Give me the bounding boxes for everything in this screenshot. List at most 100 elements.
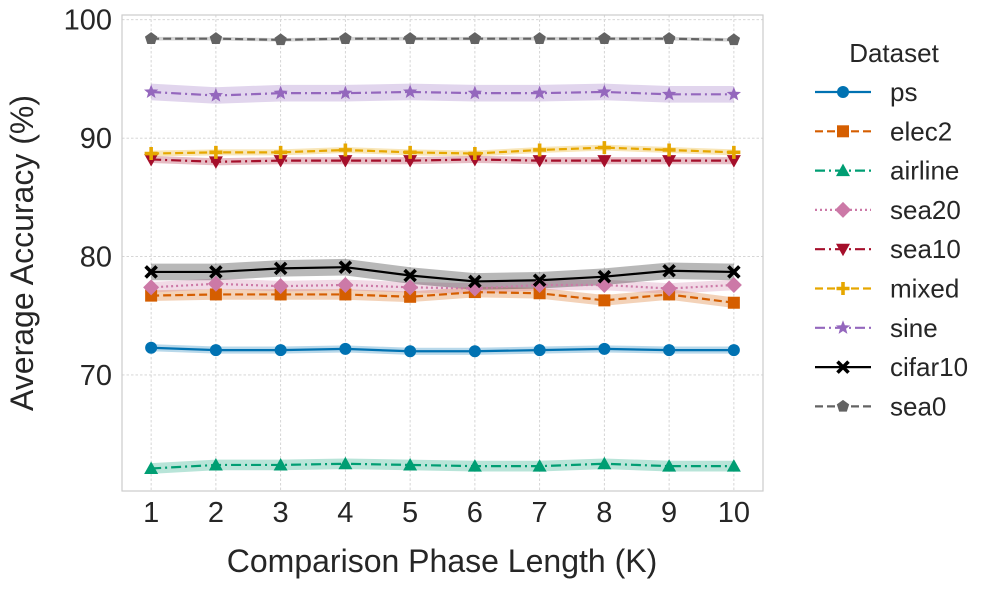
legend-marker-airline	[836, 163, 850, 177]
point-cifar10	[209, 265, 223, 279]
point-elec2	[274, 288, 287, 301]
series-line-ps	[151, 346, 734, 353]
point-cifar10	[662, 263, 676, 278]
point-sea10	[597, 155, 612, 168]
point-elec2	[533, 287, 546, 300]
point-airline	[662, 459, 677, 472]
point-sine	[144, 84, 159, 99]
confidence-bands	[151, 36, 734, 474]
legend-marker-elec2	[837, 125, 849, 138]
series-line-airline	[151, 462, 734, 470]
legend-entries: ps elec2 airline sea20 sea10 mixed sine cifar10…	[815, 77, 968, 421]
grid	[122, 15, 763, 491]
point-cifar10	[144, 265, 158, 279]
point-sea20	[207, 275, 224, 292]
point-sea0	[403, 32, 417, 44]
point-elec2	[727, 296, 740, 309]
point-sea0	[468, 32, 482, 44]
legend-label-ps: ps	[890, 77, 917, 107]
band-cifar10	[151, 258, 734, 290]
band-airline	[151, 458, 734, 474]
legend-marker-sea10	[836, 243, 850, 257]
x-tick-label: 5	[402, 497, 418, 529]
legend-marker-cifar10	[836, 360, 850, 374]
point-sea10	[338, 155, 353, 168]
point-ps	[468, 345, 481, 358]
point-elec2	[209, 288, 222, 301]
band-ps	[151, 344, 734, 355]
point-sea0	[274, 33, 287, 46]
legend-label-sea20: sea20	[890, 195, 961, 225]
x-tick-label: 10	[718, 497, 750, 529]
series-line-elec2	[151, 290, 735, 304]
point-airline	[338, 456, 353, 470]
point-mixed	[338, 143, 352, 157]
point-sea20	[272, 278, 289, 295]
point-ps	[727, 344, 740, 357]
point-sea10	[273, 155, 288, 168]
point-sea20	[337, 276, 354, 293]
legend-label-sea10: sea10	[890, 234, 961, 264]
point-sea0	[144, 32, 158, 44]
series-markers	[143, 32, 742, 475]
point-ps	[145, 341, 158, 354]
point-sine	[467, 85, 483, 100]
point-sea10	[403, 155, 418, 168]
series-lines	[151, 37, 735, 470]
point-sea10	[532, 155, 547, 168]
point-mixed	[597, 141, 611, 155]
point-sea10	[144, 153, 159, 167]
y-tick-label: 80	[80, 242, 112, 274]
point-ps	[663, 344, 676, 357]
series-line-sea0	[151, 37, 734, 41]
x-tick-labels: 1 2 3 4 5 6 7 8 9 10	[143, 497, 750, 529]
x-tick-label: 4	[337, 497, 353, 529]
legend-label-mixed: mixed	[890, 274, 959, 304]
point-ps	[274, 344, 287, 357]
y-tick-labels: 70 80 90 100	[64, 5, 112, 392]
x-tick-label: 1	[143, 497, 159, 529]
y-tick-label: 90	[80, 123, 112, 155]
y-axis-label: Average Accuracy (%)	[4, 95, 40, 411]
legend-marker-sea0	[836, 399, 850, 412]
point-sine	[726, 86, 741, 101]
point-sine	[208, 88, 224, 102]
legend-title: Dataset	[849, 38, 939, 68]
legend-marker-sine	[835, 320, 851, 334]
point-sea10	[726, 155, 741, 168]
y-tick-label: 100	[64, 5, 112, 37]
series-line-sine	[151, 90, 734, 97]
legend-label-sea0: sea0	[890, 391, 946, 421]
series-line-sea20	[151, 282, 734, 290]
point-cifar10	[468, 274, 482, 289]
point-ps	[209, 344, 222, 357]
point-sea0	[662, 32, 676, 44]
point-sea20	[661, 280, 678, 297]
x-tick-label: 7	[532, 497, 548, 529]
point-airline	[597, 456, 612, 470]
x-axis-label: Comparison Phase Length (K)	[227, 543, 657, 579]
point-cifar10	[273, 261, 288, 276]
point-sine	[597, 84, 612, 99]
series-line-cifar10	[151, 266, 734, 283]
point-sea20	[402, 279, 419, 296]
point-sea20	[531, 276, 548, 293]
series-line-mixed	[151, 146, 734, 155]
point-mixed	[468, 147, 482, 161]
point-sea0	[598, 32, 611, 44]
point-sine	[402, 84, 418, 99]
point-sine	[338, 85, 353, 100]
point-ps	[598, 342, 611, 355]
point-cifar10	[338, 260, 353, 274]
point-mixed	[662, 143, 676, 157]
x-tick-label: 2	[208, 497, 224, 529]
series-line-sea10	[151, 158, 734, 163]
band-sea10	[151, 155, 734, 166]
point-airline	[726, 459, 741, 472]
x-tick-label: 6	[467, 497, 483, 529]
point-airline	[532, 459, 547, 472]
x-tick-label: 3	[273, 497, 289, 529]
point-mixed	[403, 145, 417, 159]
point-sea0	[339, 32, 352, 44]
